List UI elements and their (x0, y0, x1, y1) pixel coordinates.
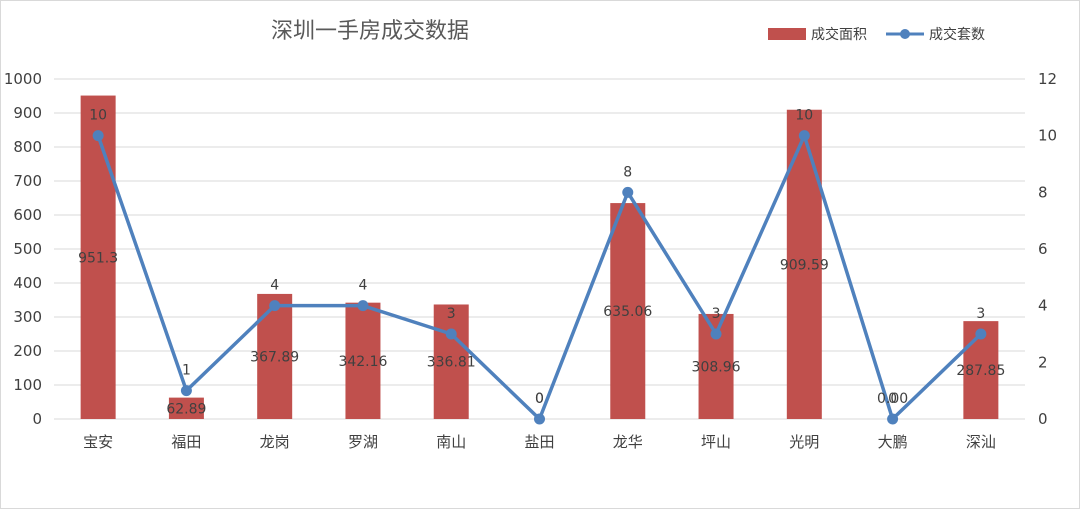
bar-罗湖 (345, 302, 381, 419)
x-category-label: 南山 (436, 433, 466, 451)
y-left-tick-label: 800 (13, 138, 42, 156)
count-marker-光明 (798, 130, 810, 142)
line-data-labels: 10 1 4 4 3 0 8 3 10 0 3 (89, 108, 985, 407)
x-category-label: 光明 (789, 433, 819, 451)
count-value-label: 10 (795, 108, 813, 124)
y-left-tick-label: 500 (13, 240, 42, 258)
y-right-tick-label: 6 (1038, 240, 1048, 258)
count-marker-罗湖 (357, 300, 369, 312)
bar-value-label: 367.89 (250, 349, 299, 365)
count-value-label: 8 (623, 164, 632, 180)
bar-value-label: 342.16 (338, 354, 387, 370)
y-right-tick-label: 10 (1038, 127, 1057, 145)
legend-swatch-area (768, 28, 806, 40)
bar-value-label: 62.89 (166, 401, 206, 417)
y-axis-left: 0 100 200 300 400 500 600 700 800 900 1000 (4, 70, 42, 428)
y-left-tick-label: 900 (13, 104, 42, 122)
bar-value-label: 951.3 (78, 250, 118, 266)
count-value-label: 3 (976, 306, 985, 322)
count-marker-宝安 (92, 130, 104, 142)
bar-宝安 (80, 95, 116, 420)
bar-福田 (168, 397, 204, 419)
count-value-label: 0 (535, 391, 544, 407)
bar-value-label: 0 (535, 391, 544, 407)
bar-value-label: 909.59 (780, 257, 829, 273)
y-right-tick-label: 2 (1038, 353, 1048, 371)
count-marker-南山 (445, 328, 457, 340)
count-value-label: 0 (888, 391, 897, 407)
y-right-tick-label: 4 (1038, 297, 1048, 315)
bar-value-label: 0.00 (877, 391, 908, 407)
y-left-tick-label: 100 (13, 376, 42, 394)
bar-value-label: 308.96 (692, 359, 741, 375)
y-axis-right: 0 2 4 6 8 10 12 (1038, 70, 1057, 428)
x-axis-categories: 宝安 福田 龙岗 罗湖 南山 盐田 龙华 坪山 光明 大鹏 深汕 (83, 433, 996, 451)
y-left-tick-label: 700 (13, 172, 42, 190)
bar-龙华 (610, 203, 646, 419)
count-value-label: 3 (712, 306, 721, 322)
count-marker-龙岗 (269, 300, 281, 312)
count-line (96, 133, 983, 421)
y-right-tick-label: 12 (1038, 70, 1057, 88)
x-category-label: 罗湖 (348, 433, 378, 451)
x-category-label: 坪山 (701, 433, 731, 451)
y-right-tick-label: 0 (1038, 410, 1048, 428)
legend-label-area: 成交面积 (811, 26, 867, 43)
chart-title: 深圳一手房成交数据 (271, 19, 469, 44)
y-left-tick-label: 200 (13, 342, 42, 360)
count-marker-福田 (180, 385, 192, 397)
x-category-label: 盐田 (524, 433, 554, 451)
legend: 成交面积 成交套数 (768, 26, 985, 43)
y-left-tick-label: 400 (13, 274, 42, 292)
legend-label-count: 成交套数 (929, 26, 985, 43)
legend-swatch-count-marker (900, 29, 910, 39)
count-value-label: 3 (447, 306, 456, 322)
count-marker-盐田 (534, 413, 545, 425)
bar-南山 (433, 304, 469, 419)
x-category-label: 深汕 (966, 433, 996, 451)
count-marker-深汕 (975, 328, 987, 340)
y-right-tick-label: 8 (1038, 183, 1048, 201)
bar-series (80, 95, 999, 420)
bar-value-label: 336.81 (427, 355, 476, 371)
line-series (92, 130, 987, 425)
count-marker-龙华 (622, 186, 634, 198)
count-marker-大鹏 (887, 413, 899, 425)
count-value-label: 4 (270, 278, 279, 294)
x-category-label: 龙华 (613, 433, 643, 451)
x-category-label: 龙岗 (260, 433, 290, 451)
y-left-tick-label: 1000 (4, 70, 42, 88)
x-category-label: 福田 (171, 433, 201, 451)
bar-value-label: 635.06 (603, 304, 652, 320)
bar-data-labels: 951.3 62.89 367.89 342.16 336.81 0 635.06 308.9… (78, 250, 1005, 417)
count-value-label: 4 (358, 278, 367, 294)
bar-value-label: 287.85 (956, 363, 1005, 379)
y-left-tick-label: 300 (13, 308, 42, 326)
y-left-tick-label: 0 (32, 410, 42, 428)
gridlines (54, 78, 1025, 420)
count-marker-坪山 (710, 328, 722, 340)
count-value-label: 10 (89, 108, 107, 124)
y-left-tick-label: 600 (13, 206, 42, 224)
x-category-label: 宝安 (83, 433, 113, 451)
count-value-label: 1 (182, 363, 191, 379)
x-category-label: 大鹏 (878, 433, 908, 451)
